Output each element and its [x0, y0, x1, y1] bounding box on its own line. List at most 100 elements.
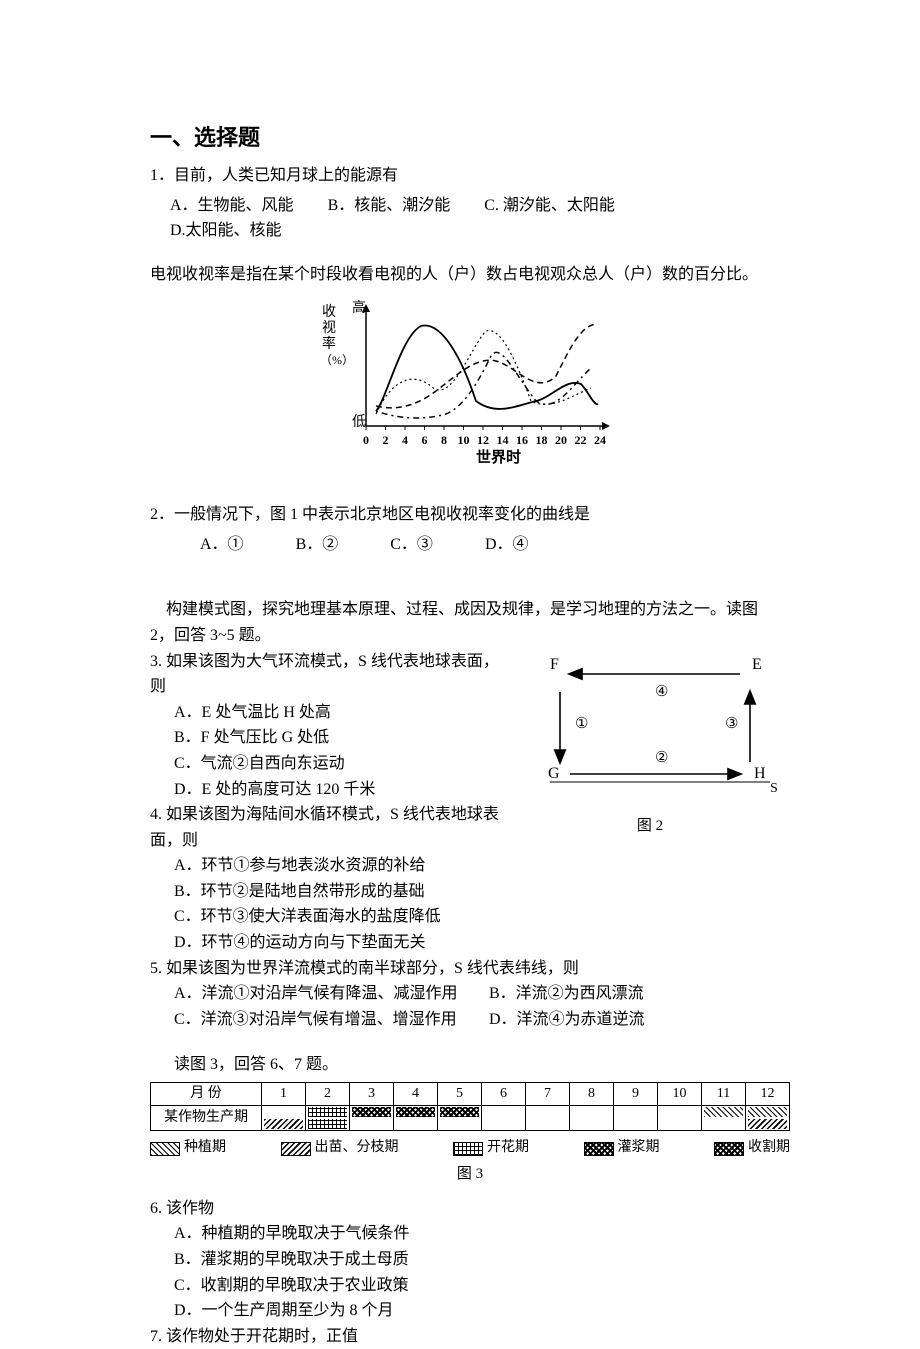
q4-stem: 4. 如果该图为海陆间水循环模式，S 线代表地球表面，则	[150, 802, 503, 853]
q4-opt-a: A．环节①参与地表淡水资源的补给	[150, 853, 503, 879]
q2-opt-a: A．①	[200, 532, 244, 558]
svg-text:18: 18	[536, 433, 548, 447]
fig3-cell-3	[350, 1106, 394, 1131]
q3-stem: 3. 如果该图为大气环流模式，S 线代表地球表面，则	[150, 649, 503, 700]
q4-opt-d: D．环节④的运动方向与下垫面无关	[150, 930, 503, 956]
q6-stem: 6. 该作物	[150, 1196, 780, 1222]
fig3-month-10: 10	[658, 1083, 702, 1106]
fig3-cell-11	[702, 1106, 746, 1131]
fig3-legend: 种植期 出苗、分枝期 开花期 灌浆期 收割期	[150, 1137, 790, 1159]
q1-opt-b: B．核能、潮汐能	[328, 193, 451, 219]
q7-stem: 7. 该作物处于开花期时，正值	[150, 1324, 780, 1349]
intro-3-5: 构建模式图，探究地理基本原理、过程、成因及规律，是学习地理的方法之一。读图 2，…	[150, 597, 780, 648]
svg-text:低: 低	[352, 414, 366, 430]
svg-text:②: ②	[655, 750, 668, 766]
svg-text:24: 24	[594, 433, 606, 447]
fig3-month-1: 1	[262, 1083, 306, 1106]
fig3-month-header: 月 份	[151, 1083, 262, 1106]
svg-text:S: S	[770, 781, 778, 796]
diagram2-caption: 图 2	[520, 814, 780, 838]
fig3-month-9: 9	[614, 1083, 658, 1106]
q1-options: A．生物能、风能 B．核能、潮汐能 C. 潮汐能、太阳能 D.太阳能、核能	[150, 193, 780, 244]
svg-text:4: 4	[402, 433, 408, 447]
svg-text:12: 12	[477, 433, 489, 447]
fig3-cell-2	[306, 1106, 350, 1131]
svg-text:10: 10	[458, 433, 470, 447]
fig3-row-label: 某作物生产期	[151, 1106, 262, 1131]
q2-options: A．① B．② C．③ D．④	[150, 532, 780, 558]
fig3-month-6: 6	[482, 1083, 526, 1106]
svg-text:高: 高	[352, 299, 366, 316]
svg-text:收: 收	[322, 304, 336, 320]
q3-opt-a: A．E 处气温比 H 处高	[150, 700, 503, 726]
svg-text:F: F	[550, 656, 559, 673]
svg-text:G: G	[548, 765, 560, 782]
fig3-cell-12	[746, 1106, 790, 1131]
q2-stem: 2．一般情况下，图 1 中表示北京地区电视收视率变化的曲线是	[150, 502, 780, 528]
q6-options: A．种植期的早晚取决于气候条件 B．灌浆期的早晚取决于成土母质 C．收割期的早晚…	[150, 1221, 780, 1323]
svg-text:E: E	[752, 656, 762, 673]
q4-opt-c: C．环节③使大洋表面海水的盐度降低	[150, 904, 503, 930]
svg-text:视: 视	[322, 320, 336, 336]
q6-opt-c: C．收割期的早晚取决于农业政策	[150, 1273, 780, 1299]
q3-opt-d: D．E 处的高度可达 120 千米	[150, 777, 503, 803]
fig3-cell-8	[570, 1106, 614, 1131]
q3-opt-c: C．气流②自西向东运动	[150, 751, 503, 777]
svg-text:③: ③	[725, 716, 738, 732]
q5-opt-d: D．洋流④为赤道逆流	[465, 1007, 780, 1033]
q5-opt-b: B．洋流②为西风漂流	[465, 981, 780, 1007]
svg-text:①: ①	[575, 716, 588, 732]
fig3-intro: 读图 3，回答 6、7 题。	[150, 1052, 780, 1078]
diagram-2: F E G H S ① ② ③ ④ 图 2	[520, 649, 780, 839]
svg-text:22: 22	[575, 433, 587, 447]
q1-opt-d: D.太阳能、核能	[170, 218, 282, 244]
svg-text:世界时: 世界时	[476, 448, 521, 466]
fig3-caption: 图 3	[150, 1162, 790, 1186]
section-title: 一、选择题	[150, 120, 780, 155]
legend-出苗、分枝期: 出苗、分枝期	[281, 1137, 399, 1159]
q2-opt-b: B．②	[296, 532, 339, 558]
fig3-cell-10	[658, 1106, 702, 1131]
q1-stem: 1．目前，人类已知月球上的能源有	[150, 163, 780, 189]
legend-种植期: 种植期	[150, 1137, 226, 1159]
svg-text:16: 16	[516, 433, 528, 447]
fig3-month-11: 11	[702, 1083, 746, 1106]
q6-opt-d: D．一个生产周期至少为 8 个月	[150, 1298, 780, 1324]
fig3-month-7: 7	[526, 1083, 570, 1106]
q5-options: A．洋流①对沿岸气候有降温、减湿作用 B．洋流②为西风漂流 C．洋流③对沿岸气候…	[150, 981, 780, 1032]
svg-text:④: ④	[655, 684, 668, 700]
fig3-cell-1	[262, 1106, 306, 1131]
svg-text:14: 14	[497, 433, 509, 447]
fig3-cell-7	[526, 1106, 570, 1131]
svg-text:2: 2	[383, 433, 389, 447]
fig3-month-12: 12	[746, 1083, 790, 1106]
q5-stem: 5. 如果该图为世界洋流模式的南半球部分，S 线代表纬线，则	[150, 956, 780, 982]
fig3-cell-4	[394, 1106, 438, 1131]
fig3-month-2: 2	[306, 1083, 350, 1106]
fig3-month-3: 3	[350, 1083, 394, 1106]
fig3-month-8: 8	[570, 1083, 614, 1106]
legend-收割期: 收割期	[714, 1137, 790, 1159]
fig3-table: 月 份123456789101112 某作物生产期	[150, 1082, 790, 1131]
q1-opt-a: A．生物能、风能	[170, 193, 294, 219]
fig3-cell-6	[482, 1106, 526, 1131]
svg-text:6: 6	[422, 433, 428, 447]
svg-text:（%）: （%）	[320, 353, 354, 367]
fig3-cell-9	[614, 1106, 658, 1131]
legend-灌浆期: 灌浆期	[584, 1137, 660, 1159]
fig3-month-5: 5	[438, 1083, 482, 1106]
q4-opt-b: B．环节②是陆地自然带形成的基础	[150, 879, 503, 905]
q1-opt-c: C. 潮汐能、太阳能	[484, 193, 615, 219]
svg-text:率: 率	[322, 335, 336, 352]
svg-text:20: 20	[555, 433, 567, 447]
fig3-cell-5	[438, 1106, 482, 1131]
q6-opt-a: A．种植期的早晚取决于气候条件	[150, 1221, 780, 1247]
q2-opt-c: C．③	[390, 532, 433, 558]
svg-text:0: 0	[363, 433, 369, 447]
q3-opt-b: B．F 处气压比 G 处低	[150, 725, 503, 751]
legend-开花期: 开花期	[453, 1137, 529, 1159]
q1-note: 电视收视率是指在某个时段收看电视的人（户）数占电视观众总人（户）数的百分比。	[150, 262, 780, 288]
chart-1: 收 视 率 （%） 高 低 ① ② ③	[150, 298, 780, 487]
svg-text:8: 8	[441, 433, 447, 447]
q5-opt-c: C．洋流③对沿岸气候有增温、增湿作用	[150, 1007, 465, 1033]
